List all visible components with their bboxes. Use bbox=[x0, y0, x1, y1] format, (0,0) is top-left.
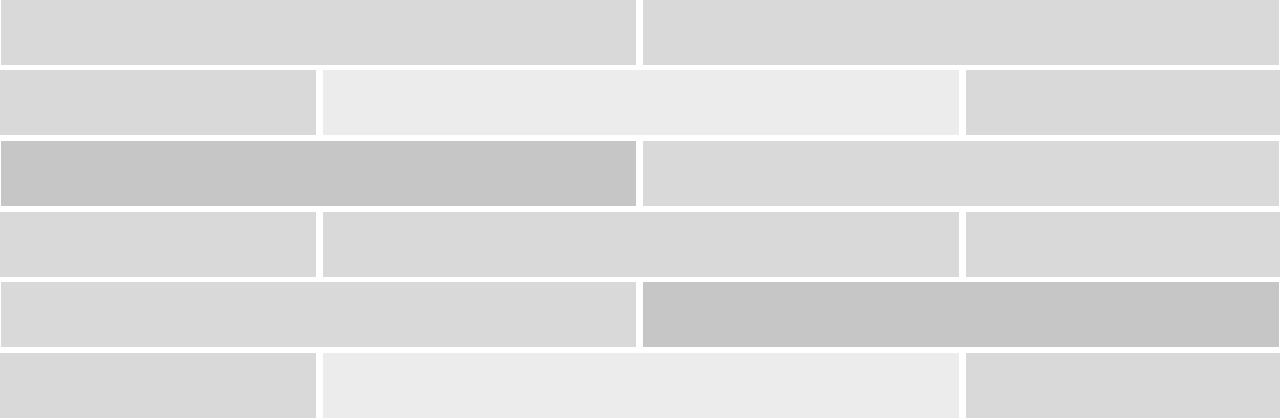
brick-row bbox=[0, 212, 1280, 277]
brick-tile bbox=[323, 70, 959, 135]
brick-tile bbox=[1, 282, 636, 347]
brick-tile bbox=[966, 212, 1280, 277]
brick-tile bbox=[643, 0, 1279, 65]
brick-row bbox=[0, 282, 1280, 347]
brick-row bbox=[0, 0, 1280, 65]
brick-tile bbox=[0, 212, 316, 277]
brick-tile bbox=[0, 70, 316, 135]
brick-tile bbox=[643, 282, 1279, 347]
brick-row bbox=[0, 70, 1280, 135]
brick-tile bbox=[0, 353, 316, 418]
brick-tile bbox=[1, 0, 636, 65]
brick-tile bbox=[323, 353, 959, 418]
brick-row bbox=[0, 141, 1280, 206]
brick-row bbox=[0, 353, 1280, 418]
brick-tile bbox=[966, 353, 1280, 418]
brick-tile bbox=[323, 212, 959, 277]
brick-tile bbox=[1, 141, 636, 206]
brick-tile bbox=[966, 70, 1280, 135]
brick-tile bbox=[643, 141, 1279, 206]
